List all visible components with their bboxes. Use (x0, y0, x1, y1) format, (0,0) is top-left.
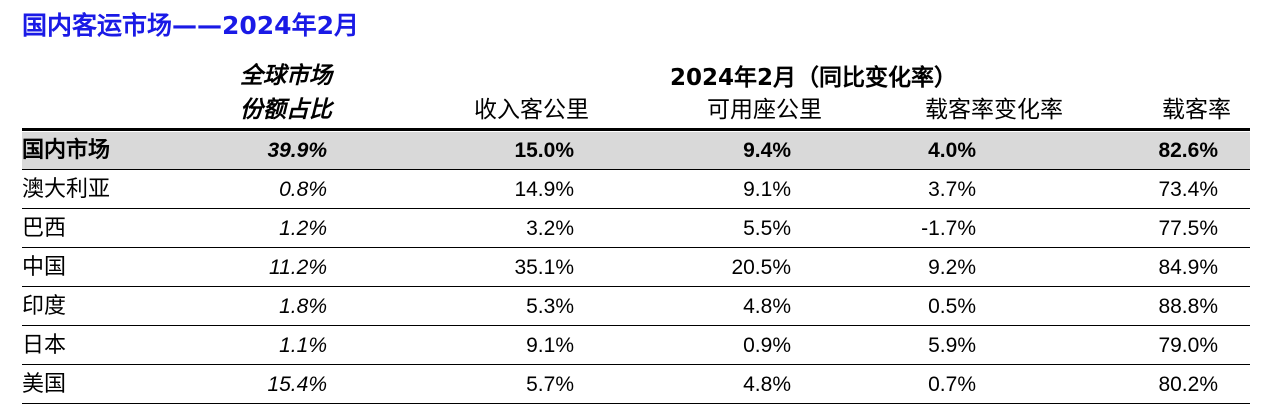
row-divider (22, 247, 1250, 248)
table-row: 澳大利亚 0.8% 14.9% 9.1% 3.7% 73.4% (22, 171, 1250, 209)
row-name: 印度 (22, 294, 67, 319)
table-row: 美国 15.4% 5.7% 4.8% 0.7% 80.2% (22, 366, 1250, 404)
cell-plf-change: 3.7% (928, 178, 976, 201)
cell-rpk: 9.1% (526, 334, 574, 357)
row-name: 巴西 (22, 216, 67, 241)
cell-share: 39.9% (267, 139, 327, 162)
cell-rpk: 35.1% (514, 256, 574, 279)
cell-plf-change: 4.0% (928, 139, 976, 162)
cell-plf: 84.9% (1158, 256, 1218, 279)
row-name: 澳大利亚 (22, 177, 111, 202)
table-row-domestic-total: 国内市场 39.9% 15.0% 9.4% 4.0% 82.6% (22, 132, 1250, 170)
cell-share: 0.8% (279, 178, 327, 201)
cell-share: 1.8% (279, 295, 327, 318)
cell-plf-change: 5.9% (928, 334, 976, 357)
header-plf-change: 载客率变化率 (925, 97, 1063, 123)
row-name: 国内市场 (22, 138, 111, 163)
row-divider (22, 286, 1250, 287)
cell-ask: 9.1% (743, 178, 791, 201)
header-ask: 可用座公里 (707, 97, 822, 123)
cell-plf-change: 0.7% (928, 373, 976, 396)
cell-plf-change: -1.7% (921, 217, 976, 240)
row-name: 美国 (22, 372, 67, 397)
cell-ask: 9.4% (743, 139, 791, 162)
cell-ask: 20.5% (731, 256, 791, 279)
row-divider (22, 169, 1250, 170)
cell-share: 11.2% (269, 256, 327, 279)
row-name: 中国 (22, 255, 67, 280)
row-divider (22, 403, 1250, 404)
cell-share: 1.1% (279, 334, 327, 357)
cell-rpk: 5.3% (526, 295, 574, 318)
cell-ask: 0.9% (743, 334, 791, 357)
header-rule (22, 128, 1250, 131)
cell-rpk: 15.0% (514, 139, 574, 162)
header-plf: 载客率 (1162, 97, 1231, 123)
cell-plf: 80.2% (1158, 373, 1218, 396)
cell-rpk: 14.9% (514, 178, 574, 201)
row-name: 日本 (22, 333, 67, 358)
header-period-group: 2024年2月（同比变化率） (670, 65, 958, 91)
cell-ask: 4.8% (743, 295, 791, 318)
cell-share: 1.2% (279, 217, 327, 240)
row-divider (22, 325, 1250, 326)
table-row: 中国 11.2% 35.1% 20.5% 9.2% 84.9% (22, 249, 1250, 287)
cell-plf: 88.8% (1158, 295, 1218, 318)
cell-share: 15.4% (267, 373, 327, 396)
cell-ask: 5.5% (743, 217, 791, 240)
page-title: 国内客运市场——2024年2月 (22, 11, 359, 40)
table-row: 巴西 1.2% 3.2% 5.5% -1.7% 77.5% (22, 210, 1250, 248)
cell-plf: 73.4% (1158, 178, 1218, 201)
cell-plf: 77.5% (1158, 217, 1218, 240)
cell-rpk: 3.2% (526, 217, 574, 240)
row-divider (22, 208, 1250, 209)
table-row: 日本 1.1% 9.1% 0.9% 5.9% 79.0% (22, 327, 1250, 365)
cell-plf: 79.0% (1158, 334, 1218, 357)
header-share-line2: 份额占比 (240, 97, 332, 123)
header-share-line1: 全球市场 (240, 63, 332, 89)
header-rpk: 收入客公里 (474, 97, 589, 123)
row-divider (22, 364, 1250, 365)
table-row: 印度 1.8% 5.3% 4.8% 0.5% 88.8% (22, 288, 1250, 326)
cell-plf: 82.6% (1158, 139, 1218, 162)
cell-plf-change: 0.5% (928, 295, 976, 318)
cell-ask: 4.8% (743, 373, 791, 396)
cell-plf-change: 9.2% (928, 256, 976, 279)
cell-rpk: 5.7% (526, 373, 574, 396)
